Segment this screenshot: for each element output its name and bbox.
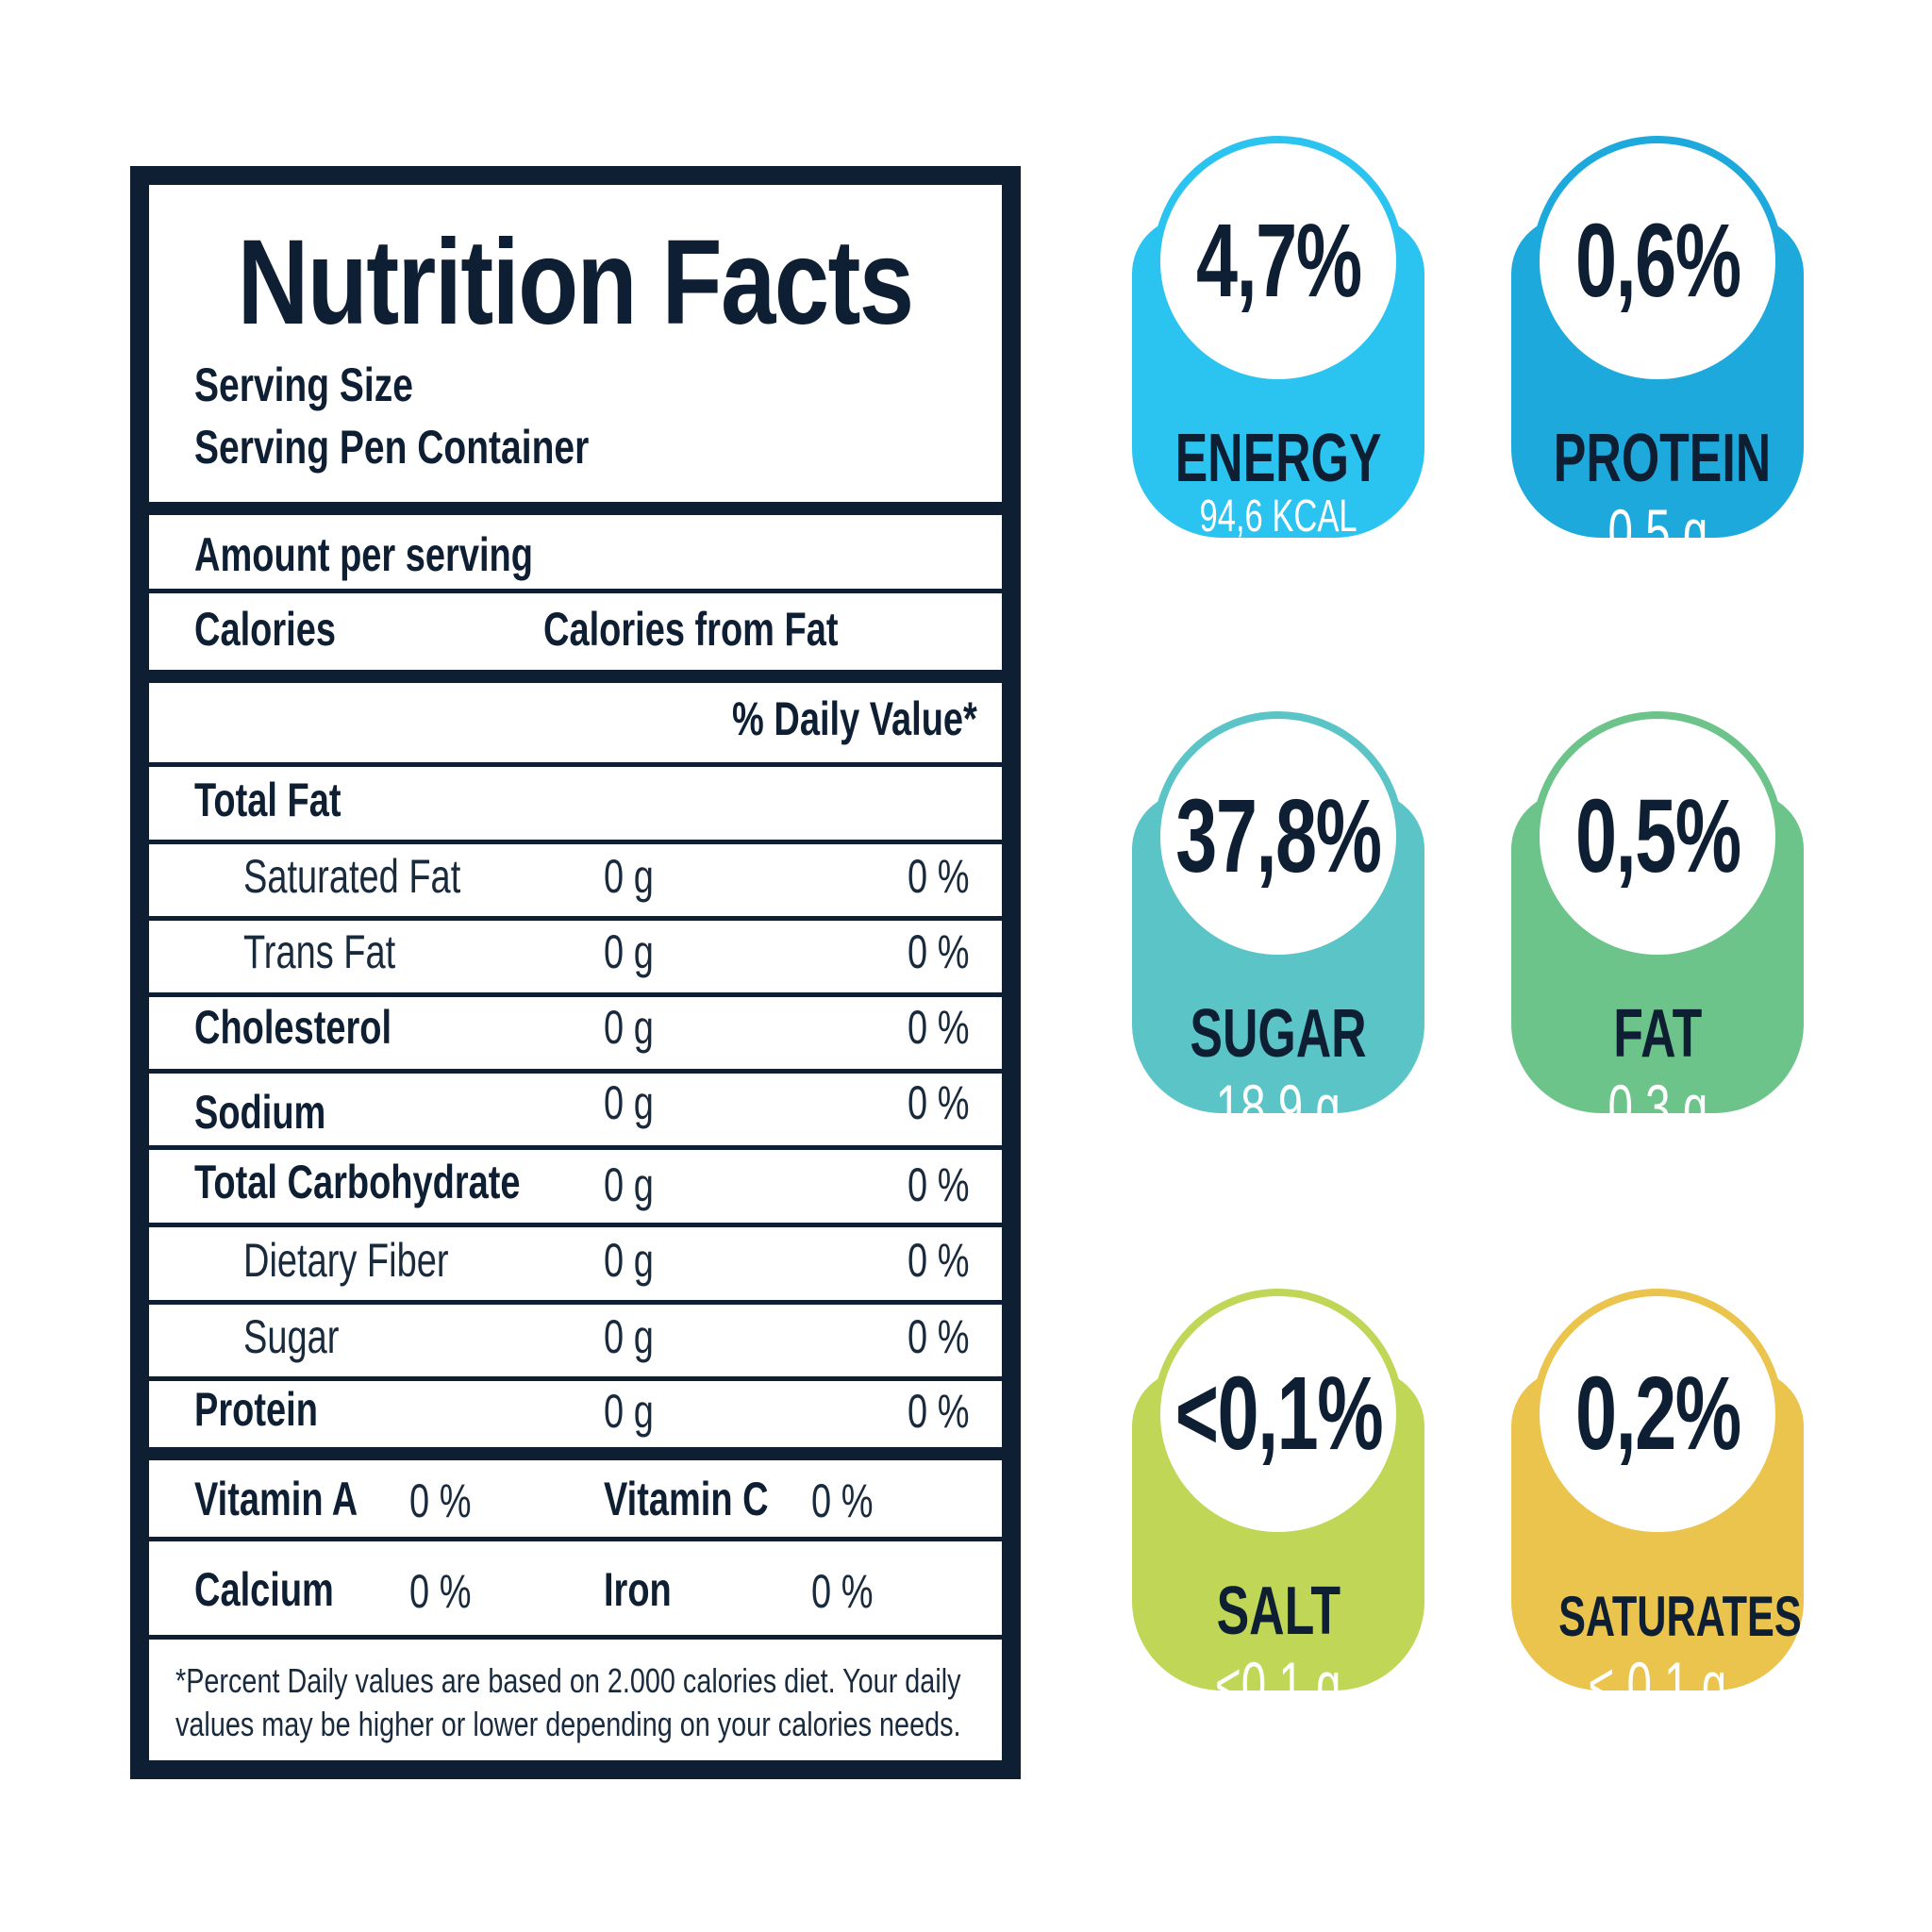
nutrient-dv: 0 % — [908, 850, 970, 903]
nutrient-amount: 0 g — [604, 850, 654, 903]
divider — [149, 1300, 1002, 1305]
label-title: Nutrition Facts — [238, 215, 915, 350]
divider — [149, 916, 1002, 921]
badge-value: < 0,1 g — [1588, 1649, 1727, 1719]
nutrient-amount: 0 g — [604, 1385, 654, 1438]
vitamin-dv: 0 % — [409, 1474, 472, 1527]
calories-label: Calories — [194, 603, 336, 656]
divider-thick — [149, 502, 1002, 515]
badge-ring: <0,1% — [1153, 1289, 1404, 1540]
badge-value: 18,9 g — [1215, 1072, 1341, 1141]
nutrient-dv: 0 % — [908, 1310, 970, 1363]
nutrient-dv: 0 % — [908, 1158, 970, 1211]
divider-thick — [149, 670, 1002, 683]
badge-value: 94,6 KCAL 396,2 KJ — [1199, 491, 1357, 591]
nutrient-amount: 0 g — [604, 1310, 654, 1363]
nutrient-dv: 0 % — [908, 1001, 970, 1054]
calories-from-fat-label: Calories from Fat — [543, 603, 839, 656]
nutrient-name: Protein — [194, 1383, 318, 1436]
vitamin-name: Calcium — [194, 1563, 334, 1616]
divider — [149, 1223, 1002, 1227]
nutrient-name: Dietary Fiber — [243, 1234, 449, 1287]
nutrient-amount: 0 g — [604, 925, 654, 978]
nutrient-amount: 0 g — [604, 1158, 654, 1211]
nutrient-name: Saturated Fat — [243, 850, 461, 903]
serving-per-container: Serving Pen Container — [194, 421, 590, 474]
divider-thick — [149, 1447, 1002, 1460]
nutrient-amount: 0 g — [604, 1234, 654, 1287]
badge-value: 0,3 g — [1607, 1072, 1707, 1141]
badge-name: SUGAR — [1190, 996, 1367, 1072]
badge-ring: 4,7% — [1153, 136, 1404, 387]
badge-ring: 0,6% — [1532, 136, 1783, 387]
nutrition-facts-label: Nutrition Facts Serving Size Serving Pen… — [130, 166, 1021, 1779]
total-fat-label: Total Fat — [194, 774, 341, 826]
badge-protein: 0,6% PROTEIN 0,5 g — [1511, 136, 1804, 562]
footnote: *Percent Daily values are based on 2.000… — [175, 1661, 961, 1743]
vitamin-name: Vitamin C — [604, 1473, 769, 1525]
nutrient-name: Sugar — [243, 1310, 340, 1363]
vitamin-dv: 0 % — [811, 1565, 874, 1618]
badge-name: ENERGY — [1174, 421, 1382, 496]
nutrient-name: Cholesterol — [194, 1001, 392, 1054]
badge-name: FAT — [1612, 996, 1703, 1072]
nutrient-name: Total Carbohydrate — [194, 1156, 521, 1208]
nutrient-name: Sodium — [194, 1086, 326, 1139]
vitamin-name: Iron — [604, 1563, 672, 1616]
divider — [149, 1145, 1002, 1150]
badge-name: SATURATES — [1558, 1585, 1802, 1648]
nutrient-amount: 0 g — [604, 1076, 654, 1129]
daily-value-header: % Daily Value* — [732, 692, 977, 745]
badge-name: SALT — [1216, 1574, 1341, 1649]
badge-value: 0,5 g — [1607, 496, 1707, 566]
nutrient-amount: 0 g — [604, 1001, 654, 1054]
nutrient-dv: 0 % — [908, 1234, 970, 1287]
badge-ring: 0,5% — [1532, 711, 1783, 962]
badge-ring: 0,2% — [1532, 1289, 1783, 1540]
badge-salt: <0,1% SALT <0,1 g — [1132, 1289, 1424, 1715]
divider — [149, 1635, 1002, 1640]
badge-saturates: 0,2% SATURATES < 0,1 g — [1511, 1289, 1804, 1715]
badge-energy: 4,7% ENERGY 94,6 KCAL 396,2 KJ — [1132, 136, 1424, 591]
nutrient-name: Trans Fat — [243, 925, 396, 978]
badge-ring: 37,8% — [1153, 711, 1404, 962]
vitamin-name: Vitamin A — [194, 1473, 358, 1525]
divider — [149, 589, 1002, 593]
amount-per-serving: Amount per serving — [194, 528, 533, 581]
divider — [149, 992, 1002, 997]
nutrient-dv: 0 % — [908, 1385, 970, 1438]
nutrient-dv: 0 % — [908, 1076, 970, 1129]
vitamin-dv: 0 % — [409, 1565, 472, 1618]
divider — [149, 840, 1002, 844]
vitamin-dv: 0 % — [811, 1474, 874, 1527]
divider — [149, 1537, 1002, 1541]
serving-size: Serving Size — [194, 358, 413, 411]
badge-value: <0,1 g — [1215, 1649, 1341, 1719]
divider — [149, 762, 1002, 767]
badge-fat: 0,5% FAT 0,3 g — [1511, 711, 1804, 1138]
badge-sugar: 37,8% SUGAR 18,9 g — [1132, 711, 1424, 1138]
badge-name: PROTEIN — [1553, 421, 1772, 496]
divider — [149, 1069, 1002, 1074]
divider — [149, 1376, 1002, 1381]
nutrient-dv: 0 % — [908, 925, 970, 978]
